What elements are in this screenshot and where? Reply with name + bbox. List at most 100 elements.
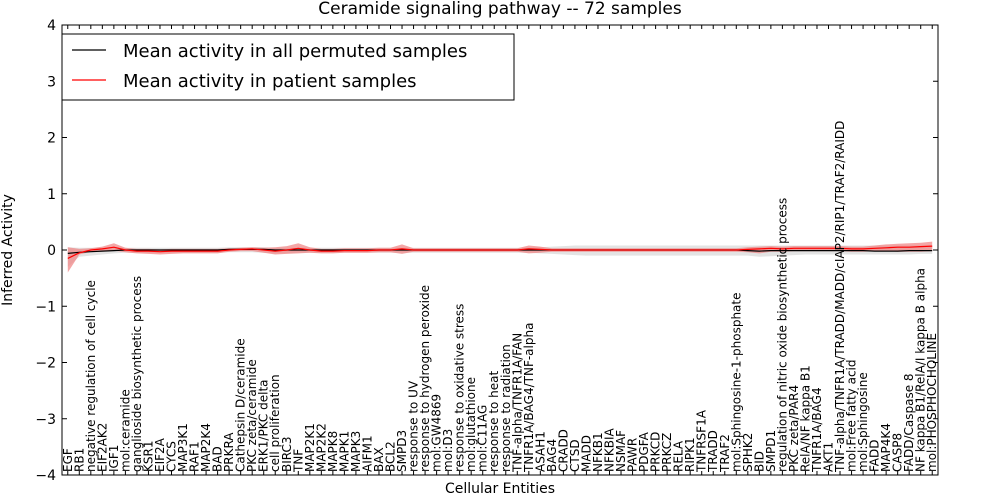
x-tick-label: AKT1: [822, 442, 836, 472]
plot-frame: [61, 24, 939, 476]
x-tick-label: BID: [752, 451, 766, 472]
legend-label-permuted: Mean activity in all permuted samples: [123, 41, 467, 62]
x-tick-label: PRKCZ: [660, 433, 674, 472]
y-axis-label: Inferred Activity: [0, 194, 16, 306]
y-tick-label: −3: [35, 412, 56, 428]
x-tick-label: response to oxidative stress: [453, 304, 467, 472]
y-axis-ticks: −4 −3 −2 −1 0 1 2 3 4: [35, 18, 938, 484]
x-tick-label: MAPK1: [337, 431, 351, 472]
x-tick-label: mol:PHOSPHOCHOLINE: [925, 333, 939, 472]
x-tick-label: RIPK1: [683, 437, 697, 472]
x-tick-label: BCL2: [384, 441, 398, 472]
x-tick-label: SPHK2: [741, 433, 755, 472]
x-tick-label: NF kappa B1/RelA/I kappa B alpha: [914, 268, 928, 472]
x-tick-label: response to radiation: [499, 344, 513, 472]
x-tick-label: EGF: [61, 448, 75, 472]
x-tick-label: IGF1: [107, 445, 121, 472]
x-tick-label: response to heat: [487, 370, 501, 472]
x-tick-label: negative regulation of cell cycle: [84, 280, 98, 472]
line-patient: [67, 245, 933, 259]
x-tick-label: MAP4K4: [879, 423, 893, 472]
x-tick-label: RB1: [72, 448, 86, 472]
x-tick-label: MAPK3: [349, 431, 363, 472]
x-tick-label: regulation of nitric oxide biosynthetic …: [775, 198, 789, 472]
x-tick-label: PRKCD: [649, 432, 663, 472]
y-tick-label: −2: [35, 356, 56, 372]
x-tick-label: MAP2K4: [199, 423, 213, 472]
x-tick-label: TNF-alpha/TNFR1A/FAN: [510, 333, 524, 473]
x-tick-label: TRADD: [706, 430, 720, 473]
x-tick-label: PKC zeta/ceramide: [245, 359, 259, 472]
x-tick-label: MAP2K2: [314, 423, 328, 472]
x-tick-label: SMPD3: [395, 430, 409, 472]
legend-box: [61, 33, 515, 101]
x-tick-label: EIF2AK2: [95, 423, 109, 472]
x-tick-label: MADD: [579, 435, 593, 472]
x-tick-label: ASAH1: [533, 431, 547, 472]
x-tick-label: TRAF2: [718, 434, 732, 473]
x-tick-label: AIFM1: [360, 435, 374, 472]
y-tick-label: 2: [47, 131, 56, 147]
x-tick-label: RAF1: [188, 441, 202, 472]
y-tick-label: 3: [47, 74, 56, 90]
x-tick-label: mol:Free fatty acid: [845, 360, 859, 473]
x-tick-label: PAWR: [626, 438, 640, 472]
x-tick-label: TNF-alpha/TNFR1A/TRADD/MADD/cIAP2/RIP1/T…: [833, 121, 847, 473]
x-tick-label: response to hydrogen peroxide: [418, 285, 432, 472]
x-tick-label: Cathepsin D/ceramide: [234, 338, 248, 472]
x-tick-label: BAD: [211, 446, 225, 472]
x-tick-label: ganglioside biosynthetic process: [130, 276, 144, 472]
x-tick-label: RELA: [672, 440, 686, 472]
x-tick-label: KSR1: [141, 441, 155, 472]
x-tick-label: NFKB1: [591, 432, 605, 472]
y-tick-label: 4: [47, 18, 56, 34]
x-tick-label: BAX: [372, 447, 386, 472]
y-tick-label: −4: [35, 468, 56, 484]
x-tick-label: TNFR1A/BAG4/TNF-alpha: [522, 323, 536, 473]
x-tick-label: ERK1/PKC delta: [257, 379, 271, 472]
band-patient: [67, 241, 933, 273]
x-tick-label: RelA/NF kappa B1: [798, 365, 812, 472]
y-tick-label: 0: [47, 243, 56, 259]
x-tick-label: MAPK8: [326, 431, 340, 472]
x-tick-label: CASP8: [891, 433, 905, 472]
x-tick-label: PRKRA: [222, 432, 236, 472]
y-tick-label: 1: [47, 187, 56, 203]
x-tick-label: MAP2K1: [303, 423, 317, 472]
x-tick-label: FADD: [868, 440, 882, 473]
x-tick-label: NSMAF: [614, 430, 628, 472]
x-tick-label: FADD/Caspase 8: [902, 373, 916, 472]
legend-label-patient: Mean activity in patient samples: [123, 71, 417, 92]
x-tick-label: TNF: [291, 449, 305, 473]
x-tick-label: CRADD: [556, 429, 570, 472]
y-tick-label: −1: [35, 299, 56, 315]
x-tick-label: BAG4: [545, 439, 559, 472]
chart-title: Ceramide signaling pathway -- 72 samples: [318, 0, 682, 19]
x-axis-label: Cellular Entities: [445, 481, 555, 497]
x-tick-label: mol:ceramide: [118, 389, 132, 472]
x-tick-label: mol:C11AG: [476, 405, 490, 472]
x-tick-label: mol:D3: [441, 429, 455, 472]
x-tick-label: mol:glutathione: [464, 377, 478, 472]
confidence-bands: [67, 241, 933, 273]
x-tick-label: PKC zeta/PAR4: [787, 385, 801, 472]
x-tick-label: CYCS: [165, 441, 179, 472]
x-tick-label: PDGFA: [637, 431, 651, 472]
x-tick-label: TNFRSF1A: [695, 409, 709, 473]
x-tick-label: NFKBIA: [603, 427, 617, 472]
x-tick-label: MAP3K1: [176, 423, 190, 472]
x-tick-label: TNFR1A/BAG4: [810, 387, 824, 473]
x-tick-label: EIF2A: [153, 437, 167, 472]
x-tick-label: mol:Sphingosine: [856, 372, 870, 472]
x-tick-label: cell proliferation: [268, 374, 282, 472]
series-lines: [67, 245, 933, 259]
x-tick-label: mol:Sphingosine-1-phosphate: [729, 293, 743, 473]
legend: Mean activity in all permuted samples Me…: [61, 33, 515, 101]
x-tick-label: SMPD1: [764, 430, 778, 472]
x-tick-label: CTSD: [568, 439, 582, 472]
x-tick-label: response to UV: [407, 380, 421, 472]
x-tick-label: BIRC3: [280, 436, 294, 472]
x-tick-label: mol:GW4869: [430, 394, 444, 472]
